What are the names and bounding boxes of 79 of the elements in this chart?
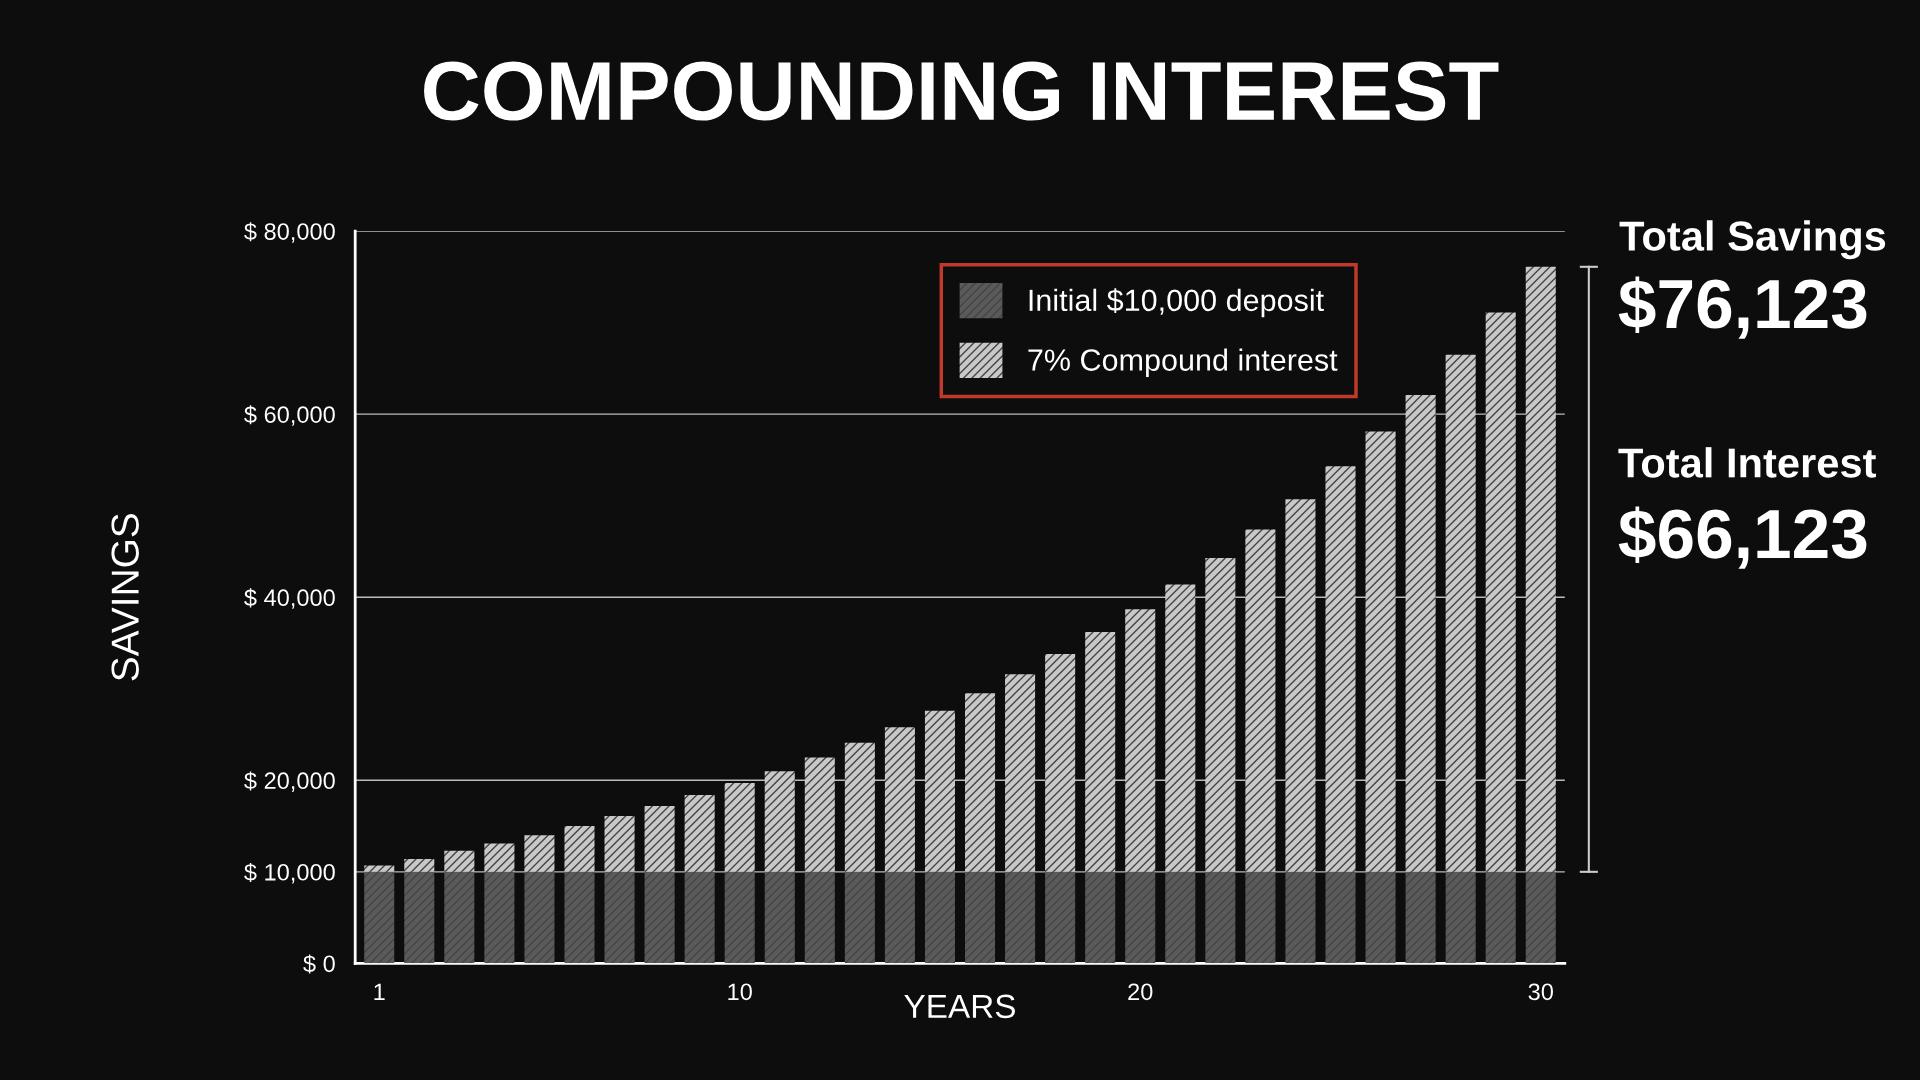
bar: [1085, 632, 1116, 872]
bar: [564, 826, 595, 872]
bar: [1445, 871, 1476, 964]
bar: [1485, 312, 1516, 872]
bar: [724, 871, 755, 964]
bar: [1005, 871, 1036, 964]
x-tick-label: 20: [1128, 983, 1153, 1001]
bar: [924, 710, 955, 872]
bar: [404, 871, 435, 964]
bar: [484, 843, 515, 872]
y-tick-label: $ 20,000: [244, 771, 335, 792]
bar: [1245, 529, 1276, 872]
y-tick-label: $ 0: [303, 954, 335, 974]
bar: [1405, 394, 1436, 872]
bar: [404, 859, 435, 872]
bar: [724, 783, 755, 872]
y-tick-label: $ 80,000: [244, 222, 335, 243]
bar: [684, 871, 715, 964]
text: Total Savings: [1619, 220, 1886, 260]
bar: [524, 871, 555, 964]
bar: [1045, 653, 1076, 872]
y-tick-label: $ 40,000: [244, 588, 335, 609]
text: $76,123: [1618, 276, 1867, 339]
bar: [1525, 871, 1556, 964]
text: Total Interest: [1618, 447, 1876, 478]
bar: [1325, 871, 1356, 964]
x-tick-label: 30: [1528, 983, 1553, 1001]
x-axis-title: YEARS: [904, 994, 1015, 1019]
bar: [965, 693, 996, 872]
bar: [1205, 871, 1236, 964]
legend-label: 7% Compound interest: [1028, 348, 1338, 377]
bar: [1485, 871, 1516, 964]
bar: [444, 850, 475, 872]
bar: [444, 871, 475, 964]
bar: [1165, 584, 1196, 872]
bar: [364, 871, 395, 964]
bar: [1165, 871, 1196, 964]
bar: [764, 871, 795, 964]
bar: [1205, 557, 1236, 872]
bar: [1285, 499, 1316, 872]
bar: [1445, 354, 1476, 872]
bar: [524, 835, 555, 872]
legend-label: Initial $10,000 deposit: [1029, 288, 1324, 318]
bar: [1005, 674, 1036, 872]
y-axis-title: SAVINGS: [111, 514, 139, 681]
bar: [604, 816, 635, 872]
bar: [884, 727, 915, 872]
bar: [764, 771, 795, 872]
bar: [684, 794, 715, 872]
bar: [884, 871, 915, 964]
bar: [1285, 871, 1316, 964]
bar: [1245, 871, 1276, 964]
bar: [1365, 871, 1396, 964]
bar: [965, 871, 996, 964]
bar: [924, 871, 955, 964]
bar: [1045, 871, 1076, 964]
text: $66,123: [1618, 506, 1867, 569]
x-tick-label: 10: [728, 983, 752, 1001]
y-tick-label: $ 10,000: [244, 862, 335, 884]
bar: [1085, 871, 1116, 964]
bar: [844, 742, 875, 872]
y-tick-label: $ 60,000: [244, 405, 335, 426]
bar: [1125, 871, 1156, 964]
bar: [844, 871, 875, 964]
bar: [364, 865, 395, 872]
bar: [604, 871, 635, 964]
bar: [1365, 431, 1396, 872]
bar: [564, 871, 595, 964]
x-tick-label: 1: [374, 983, 385, 1000]
bar: [1525, 266, 1556, 872]
bar: [1405, 871, 1436, 964]
bar: [1325, 466, 1356, 872]
bar: [644, 805, 675, 872]
chart-title: COMPOUNDING INTEREST: [424, 61, 1499, 121]
bar: [644, 871, 675, 964]
bar: [804, 757, 835, 872]
bar: [484, 871, 515, 964]
bar: [1125, 609, 1156, 872]
bar: [804, 871, 835, 964]
